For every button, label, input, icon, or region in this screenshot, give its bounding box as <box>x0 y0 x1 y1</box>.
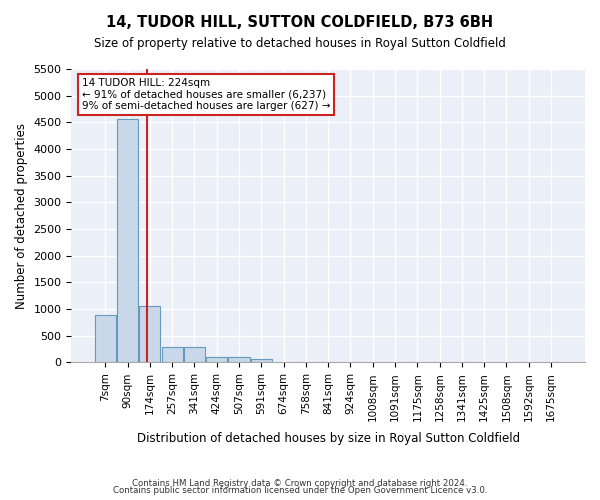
Bar <box>95 316 116 362</box>
Text: Contains public sector information licensed under the Open Government Licence v3: Contains public sector information licen… <box>113 486 487 495</box>
Text: Contains HM Land Registry data © Crown copyright and database right 2024.: Contains HM Land Registry data © Crown c… <box>132 478 468 488</box>
Y-axis label: Number of detached properties: Number of detached properties <box>15 122 28 308</box>
Bar <box>251 360 272 362</box>
Text: Size of property relative to detached houses in Royal Sutton Coldfield: Size of property relative to detached ho… <box>94 38 506 51</box>
Bar <box>139 306 160 362</box>
Text: 14, TUDOR HILL, SUTTON COLDFIELD, B73 6BH: 14, TUDOR HILL, SUTTON COLDFIELD, B73 6B… <box>106 15 494 30</box>
Bar <box>229 358 250 362</box>
Bar <box>206 358 227 362</box>
Bar <box>161 347 183 362</box>
Bar <box>184 347 205 362</box>
Text: 14 TUDOR HILL: 224sqm
← 91% of detached houses are smaller (6,237)
9% of semi-de: 14 TUDOR HILL: 224sqm ← 91% of detached … <box>82 78 330 111</box>
Bar <box>117 119 138 362</box>
X-axis label: Distribution of detached houses by size in Royal Sutton Coldfield: Distribution of detached houses by size … <box>137 432 520 445</box>
